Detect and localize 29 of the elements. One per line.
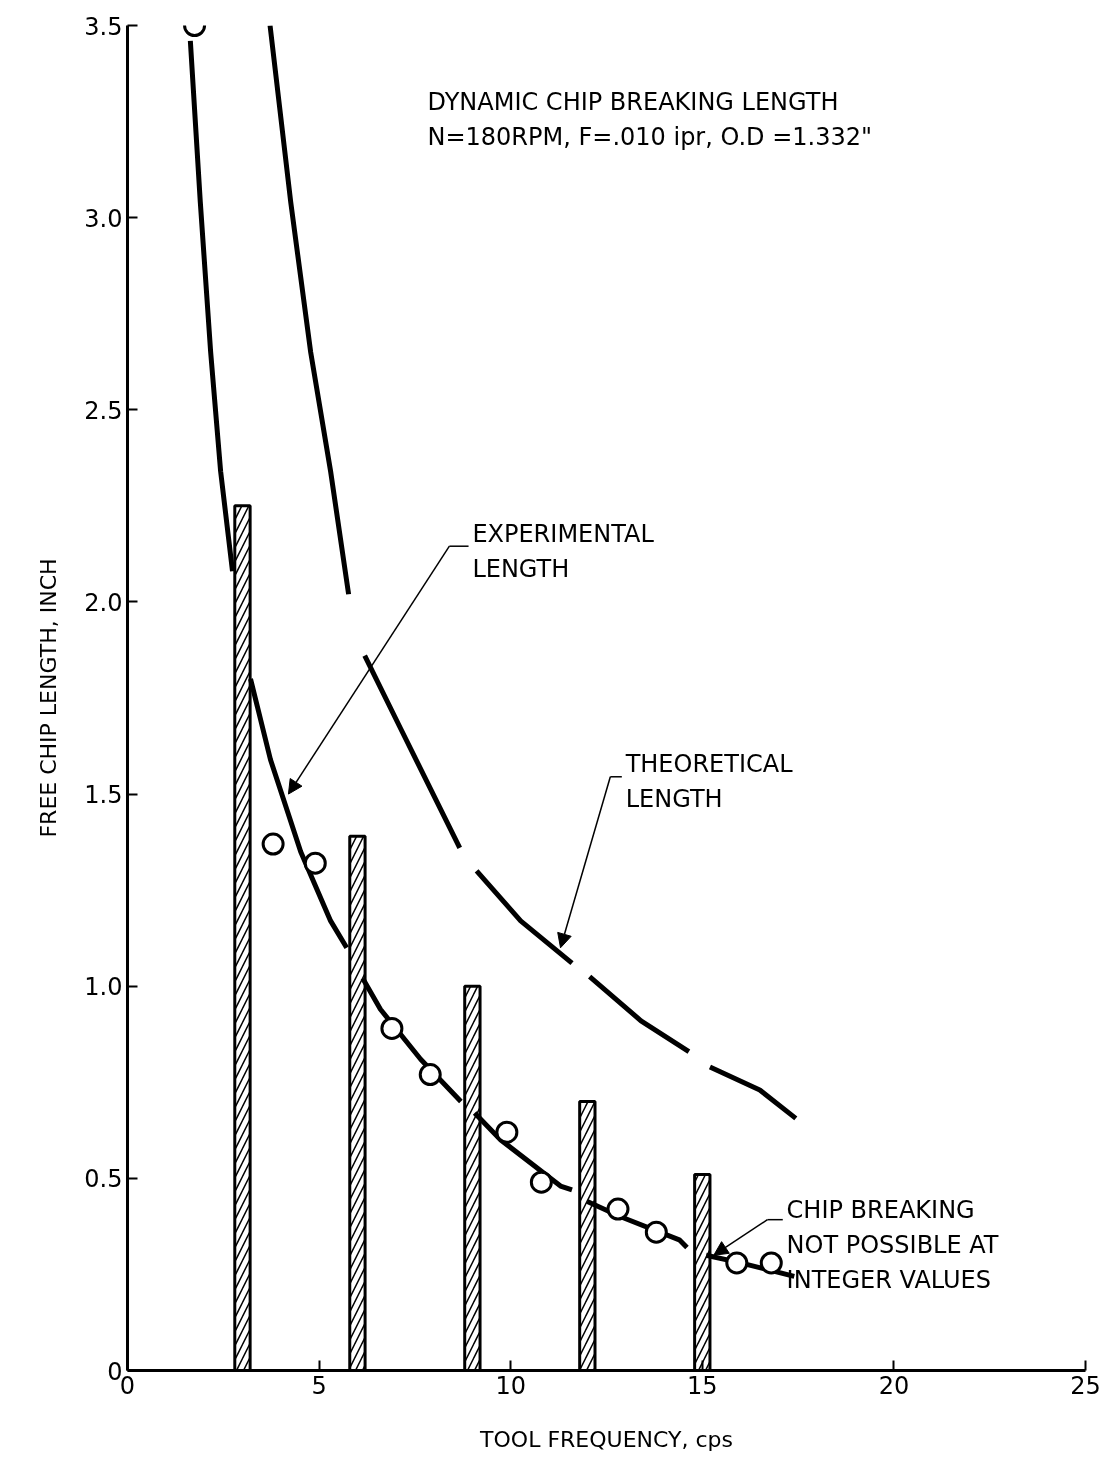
x-tick-label: 20 bbox=[878, 1371, 910, 1400]
point bbox=[380, 1017, 404, 1040]
y-tick-label: 3.0 bbox=[84, 204, 123, 233]
text: DYNAMIC CHIP BREAKING LENGTH bbox=[427, 87, 839, 116]
point bbox=[759, 1251, 783, 1275]
x-tick-label: 15 bbox=[687, 1371, 718, 1400]
point bbox=[725, 1251, 749, 1275]
point bbox=[303, 851, 327, 875]
y-tick-label: 0.5 bbox=[84, 1165, 123, 1194]
point bbox=[606, 1197, 630, 1221]
x-tick-label: 25 bbox=[1070, 1371, 1101, 1400]
annotation: CHIP BREAKING NOT POSSIBLE AT INTEGER VALUES bbox=[786, 1195, 999, 1294]
x-tick-label: 5 bbox=[311, 1371, 327, 1400]
y-tick-label: 2.5 bbox=[84, 396, 123, 425]
y-tick-label: 1.5 bbox=[84, 781, 123, 810]
point bbox=[261, 832, 285, 856]
y-tick-label: 1.0 bbox=[84, 973, 123, 1002]
text: N=180RPM, F=.010 ipr, O.D =1.332" bbox=[427, 122, 873, 151]
point bbox=[418, 1063, 442, 1087]
y-axis-title: FREE CHIP LENGTH, INCH bbox=[36, 558, 62, 838]
point bbox=[644, 1220, 668, 1244]
annotation: THEORETICAL LENGTH bbox=[624, 750, 794, 814]
point bbox=[495, 1120, 519, 1144]
point bbox=[529, 1170, 553, 1194]
x-axis-title: TOOL FREQUENCY, cps bbox=[479, 1426, 733, 1452]
y-tick-label: 3.5 bbox=[84, 12, 123, 41]
y-tick-label: 2.0 bbox=[84, 588, 123, 617]
annotation: EXPERIMENTAL LENGTH bbox=[472, 519, 655, 583]
x-tick-label: 10 bbox=[495, 1371, 526, 1400]
